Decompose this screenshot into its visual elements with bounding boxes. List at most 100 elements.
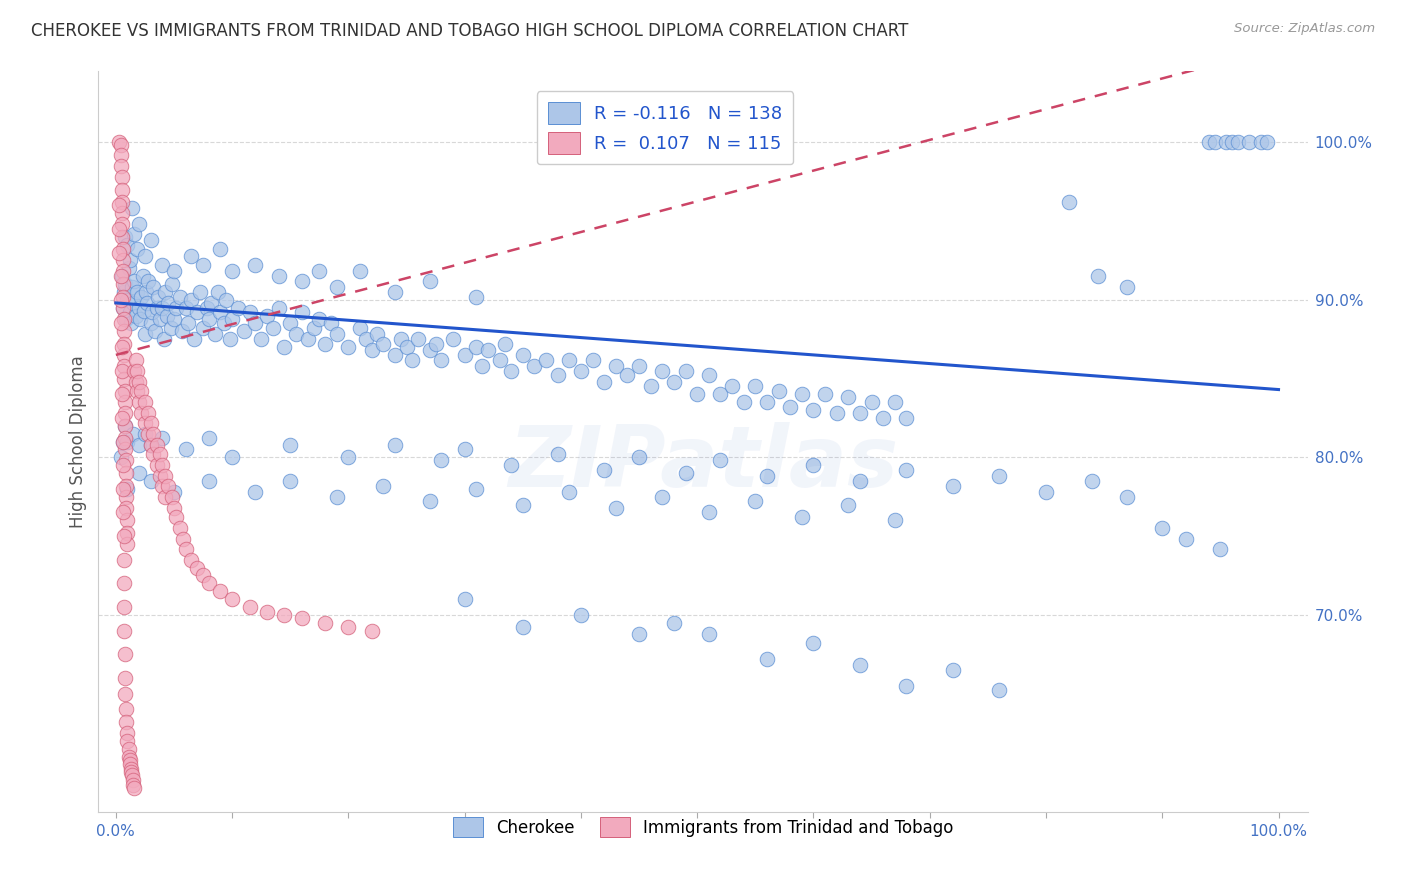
Point xyxy=(142,447,165,461)
Point xyxy=(942,478,965,492)
Point xyxy=(896,679,918,693)
Point xyxy=(1198,135,1220,149)
Point xyxy=(139,317,162,331)
Point xyxy=(117,726,139,740)
Point xyxy=(145,458,167,472)
Point xyxy=(1116,490,1139,504)
Point xyxy=(755,395,778,409)
Point xyxy=(111,482,134,496)
Point xyxy=(755,652,778,666)
Point xyxy=(180,552,202,566)
Point xyxy=(207,285,229,299)
Point xyxy=(558,352,581,367)
Point xyxy=(111,458,134,472)
Point xyxy=(111,206,134,220)
Point xyxy=(124,352,146,367)
Point xyxy=(114,384,136,398)
Point xyxy=(779,400,801,414)
Point xyxy=(733,395,755,409)
Point xyxy=(132,303,155,318)
Point xyxy=(118,741,141,756)
Point xyxy=(273,340,295,354)
Point xyxy=(291,305,314,319)
Point xyxy=(221,264,243,278)
Point xyxy=(124,309,146,323)
Point xyxy=(112,552,135,566)
Point xyxy=(419,494,441,508)
Point xyxy=(1174,532,1197,546)
Point xyxy=(160,277,183,291)
Point xyxy=(768,384,790,398)
Point xyxy=(1087,269,1109,284)
Point xyxy=(744,379,766,393)
Point xyxy=(139,474,162,488)
Point xyxy=(389,332,412,346)
Point xyxy=(640,379,662,393)
Point xyxy=(384,285,406,299)
Point xyxy=(250,332,273,346)
Point xyxy=(686,387,709,401)
Point xyxy=(131,406,153,420)
Point xyxy=(501,458,523,472)
Point xyxy=(488,352,510,367)
Point xyxy=(110,317,132,331)
Point xyxy=(111,195,134,210)
Point xyxy=(569,607,592,622)
Point xyxy=(114,418,136,433)
Point xyxy=(245,485,267,500)
Point xyxy=(112,359,135,373)
Point xyxy=(115,311,138,326)
Point xyxy=(198,311,221,326)
Point xyxy=(709,453,731,467)
Point xyxy=(232,324,254,338)
Point xyxy=(628,359,651,373)
Point xyxy=(628,450,651,465)
Point xyxy=(180,249,202,263)
Point xyxy=(114,418,136,433)
Point xyxy=(112,285,135,299)
Point xyxy=(121,280,143,294)
Point xyxy=(117,237,139,252)
Point xyxy=(111,169,134,184)
Point xyxy=(169,290,191,304)
Point xyxy=(419,343,441,358)
Point xyxy=(114,431,136,445)
Point xyxy=(837,498,859,512)
Point xyxy=(1209,541,1232,556)
Point xyxy=(128,217,150,231)
Point xyxy=(218,332,240,346)
Point xyxy=(111,387,134,401)
Point xyxy=(477,343,499,358)
Point xyxy=(675,364,697,378)
Point xyxy=(1215,135,1237,149)
Point xyxy=(114,395,136,409)
Point xyxy=(373,478,395,492)
Point xyxy=(278,438,301,452)
Point xyxy=(128,375,150,389)
Point xyxy=(141,305,163,319)
Point xyxy=(465,340,488,354)
Point xyxy=(122,426,145,441)
Point xyxy=(239,599,262,614)
Point xyxy=(111,301,134,315)
Point xyxy=(628,626,651,640)
Point xyxy=(118,261,141,276)
Point xyxy=(114,406,136,420)
Point xyxy=(142,280,165,294)
Point xyxy=(1250,135,1272,149)
Point xyxy=(112,324,135,338)
Point xyxy=(512,620,534,634)
Point xyxy=(191,258,214,272)
Point xyxy=(297,332,319,346)
Point xyxy=(198,431,221,445)
Point xyxy=(111,340,134,354)
Point xyxy=(125,285,148,299)
Point xyxy=(896,411,918,425)
Point xyxy=(111,269,134,284)
Point xyxy=(177,317,200,331)
Point xyxy=(114,671,136,685)
Point xyxy=(150,301,173,315)
Point xyxy=(721,379,744,393)
Point xyxy=(115,466,138,480)
Point xyxy=(419,274,441,288)
